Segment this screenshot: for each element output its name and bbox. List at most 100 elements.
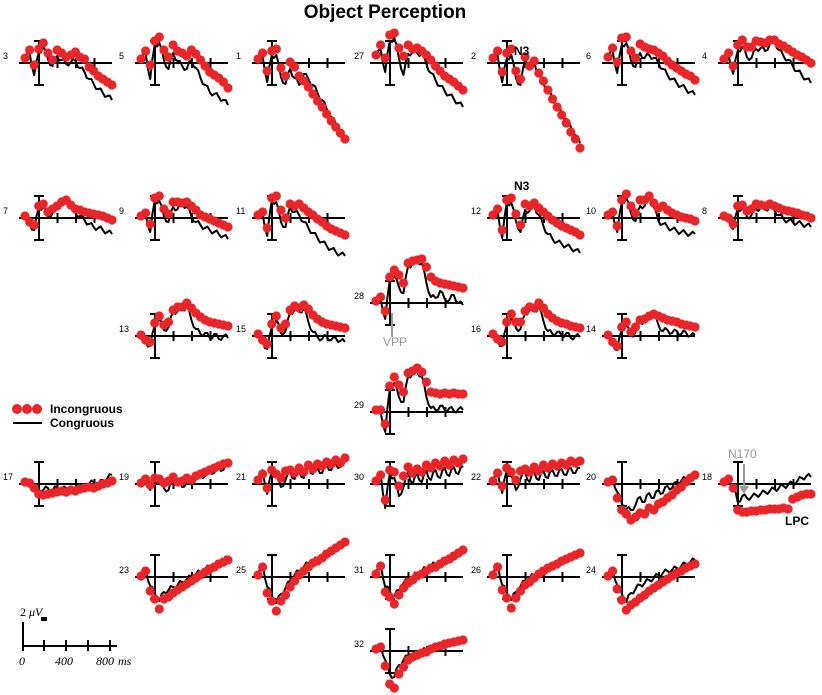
incongruous-point: [690, 559, 700, 569]
channel-label-19: 19: [119, 472, 129, 482]
incongruous-point: [280, 213, 291, 223]
incongruous-point: [497, 67, 507, 77]
incongruous-point: [47, 55, 58, 65]
incongruous-point: [506, 193, 516, 203]
incongruous-point: [566, 127, 576, 137]
incongruous-point: [159, 45, 169, 55]
incongruous-point: [223, 458, 233, 468]
incongruous-point: [340, 537, 350, 547]
congruous-line: [375, 465, 464, 509]
incongruous-point: [520, 52, 530, 62]
channel-panel-32: 32: [354, 628, 468, 693]
incongruous-point: [280, 590, 291, 600]
incongruous-point: [575, 456, 585, 466]
incongruous-point: [497, 337, 507, 347]
incongruous-point: [107, 80, 117, 90]
incongruous-point: [394, 270, 404, 280]
incongruous-point: [380, 495, 390, 505]
incongruous-point: [389, 467, 399, 477]
incongruous-point: [575, 548, 585, 558]
channel-label-24: 24: [586, 565, 596, 575]
incongruous-point: [145, 337, 155, 347]
incongruous-point: [20, 53, 30, 63]
legend-incongruous: Incongruous: [50, 402, 123, 416]
incongruous-point: [141, 208, 151, 218]
channel-panel-21: 21: [236, 453, 350, 507]
incongruous-point: [506, 44, 516, 54]
incongruous-point: [394, 590, 404, 600]
channel-label-14: 14: [586, 324, 596, 334]
incongruous-point: [276, 473, 286, 483]
incongruous-point: [728, 483, 738, 493]
congruous-line: [375, 37, 464, 108]
incongruous-point: [262, 223, 272, 233]
channel-panel-8: 8: [702, 195, 816, 241]
incongruous-point: [253, 570, 263, 580]
annotation-vpp: VPP: [383, 335, 407, 349]
incongruous-point: [380, 661, 390, 671]
incongruous-point: [163, 209, 174, 219]
channel-panel-26: 26: [471, 548, 585, 613]
incongruous-point: [280, 319, 291, 329]
incongruous-point: [458, 85, 468, 95]
incongruous-point: [417, 254, 427, 264]
incongruous-point: [389, 28, 399, 38]
incongruous-point: [612, 57, 622, 67]
incongruous-point: [630, 208, 641, 218]
incongruous-point: [394, 481, 404, 491]
scale-time-unit: ms: [118, 654, 132, 668]
incongruous-point: [376, 405, 386, 415]
incongruous-point: [394, 380, 404, 390]
incongruous-point: [608, 207, 618, 217]
channel-label-16: 16: [471, 324, 481, 334]
incongruous-point: [737, 35, 747, 45]
channel-label-29: 29: [354, 400, 364, 410]
incongruous-point: [621, 189, 631, 199]
scale-stimulus-marker: [41, 617, 47, 621]
incongruous-point: [25, 45, 35, 55]
incongruous-point: [538, 76, 549, 86]
channel-label-23: 23: [119, 565, 129, 575]
incongruous-point: [552, 102, 562, 112]
incongruous-point: [371, 50, 381, 60]
incongruous-point: [299, 467, 309, 477]
scale-bar: 2 μV 0 400 800 ms: [19, 605, 132, 668]
incongruous-point: [511, 209, 521, 219]
channel-panel-7: 7: [3, 195, 117, 241]
incongruous-point: [547, 94, 558, 104]
incongruous-point: [493, 204, 503, 214]
chart-title: Object Perception: [303, 2, 467, 23]
incongruous-point: [29, 60, 39, 70]
channel-label-32: 32: [354, 639, 364, 649]
channel-label-30: 30: [354, 472, 364, 482]
channel-label-21: 21: [236, 472, 246, 482]
incongruous-point: [150, 318, 160, 328]
channel-panel-22: 22: [471, 456, 585, 507]
channel-label-1: 1: [236, 51, 241, 61]
channel-panel-3: 3: [3, 38, 117, 101]
incongruous-point: [376, 561, 386, 571]
incongruous-point: [493, 562, 503, 572]
incongruous-point: [154, 191, 164, 201]
incongruous-point: [38, 38, 48, 48]
incongruous-point: [376, 40, 386, 50]
incongruous-point: [317, 102, 327, 112]
channel-panel-20: 20: [586, 461, 700, 525]
incongruous-point: [488, 476, 498, 486]
incongruous-point: [502, 593, 512, 603]
incongruous-point: [385, 272, 395, 282]
incongruous-point: [626, 46, 636, 56]
incongruous-point: [493, 46, 503, 56]
channel-panel-12: 12: [471, 193, 585, 254]
incongruous-point: [421, 262, 431, 272]
channel-label-2: 2: [471, 51, 476, 61]
channel-panel-19: 19: [119, 458, 233, 507]
incongruous-point: [271, 191, 281, 201]
incongruous-point: [534, 68, 544, 78]
channel-panel-4: 4: [702, 35, 816, 86]
incongruous-point: [380, 53, 390, 63]
incongruous-point: [107, 215, 117, 225]
channel-label-20: 20: [586, 472, 596, 482]
channel-label-3: 3: [3, 51, 8, 61]
channel-label-22: 22: [471, 472, 481, 482]
